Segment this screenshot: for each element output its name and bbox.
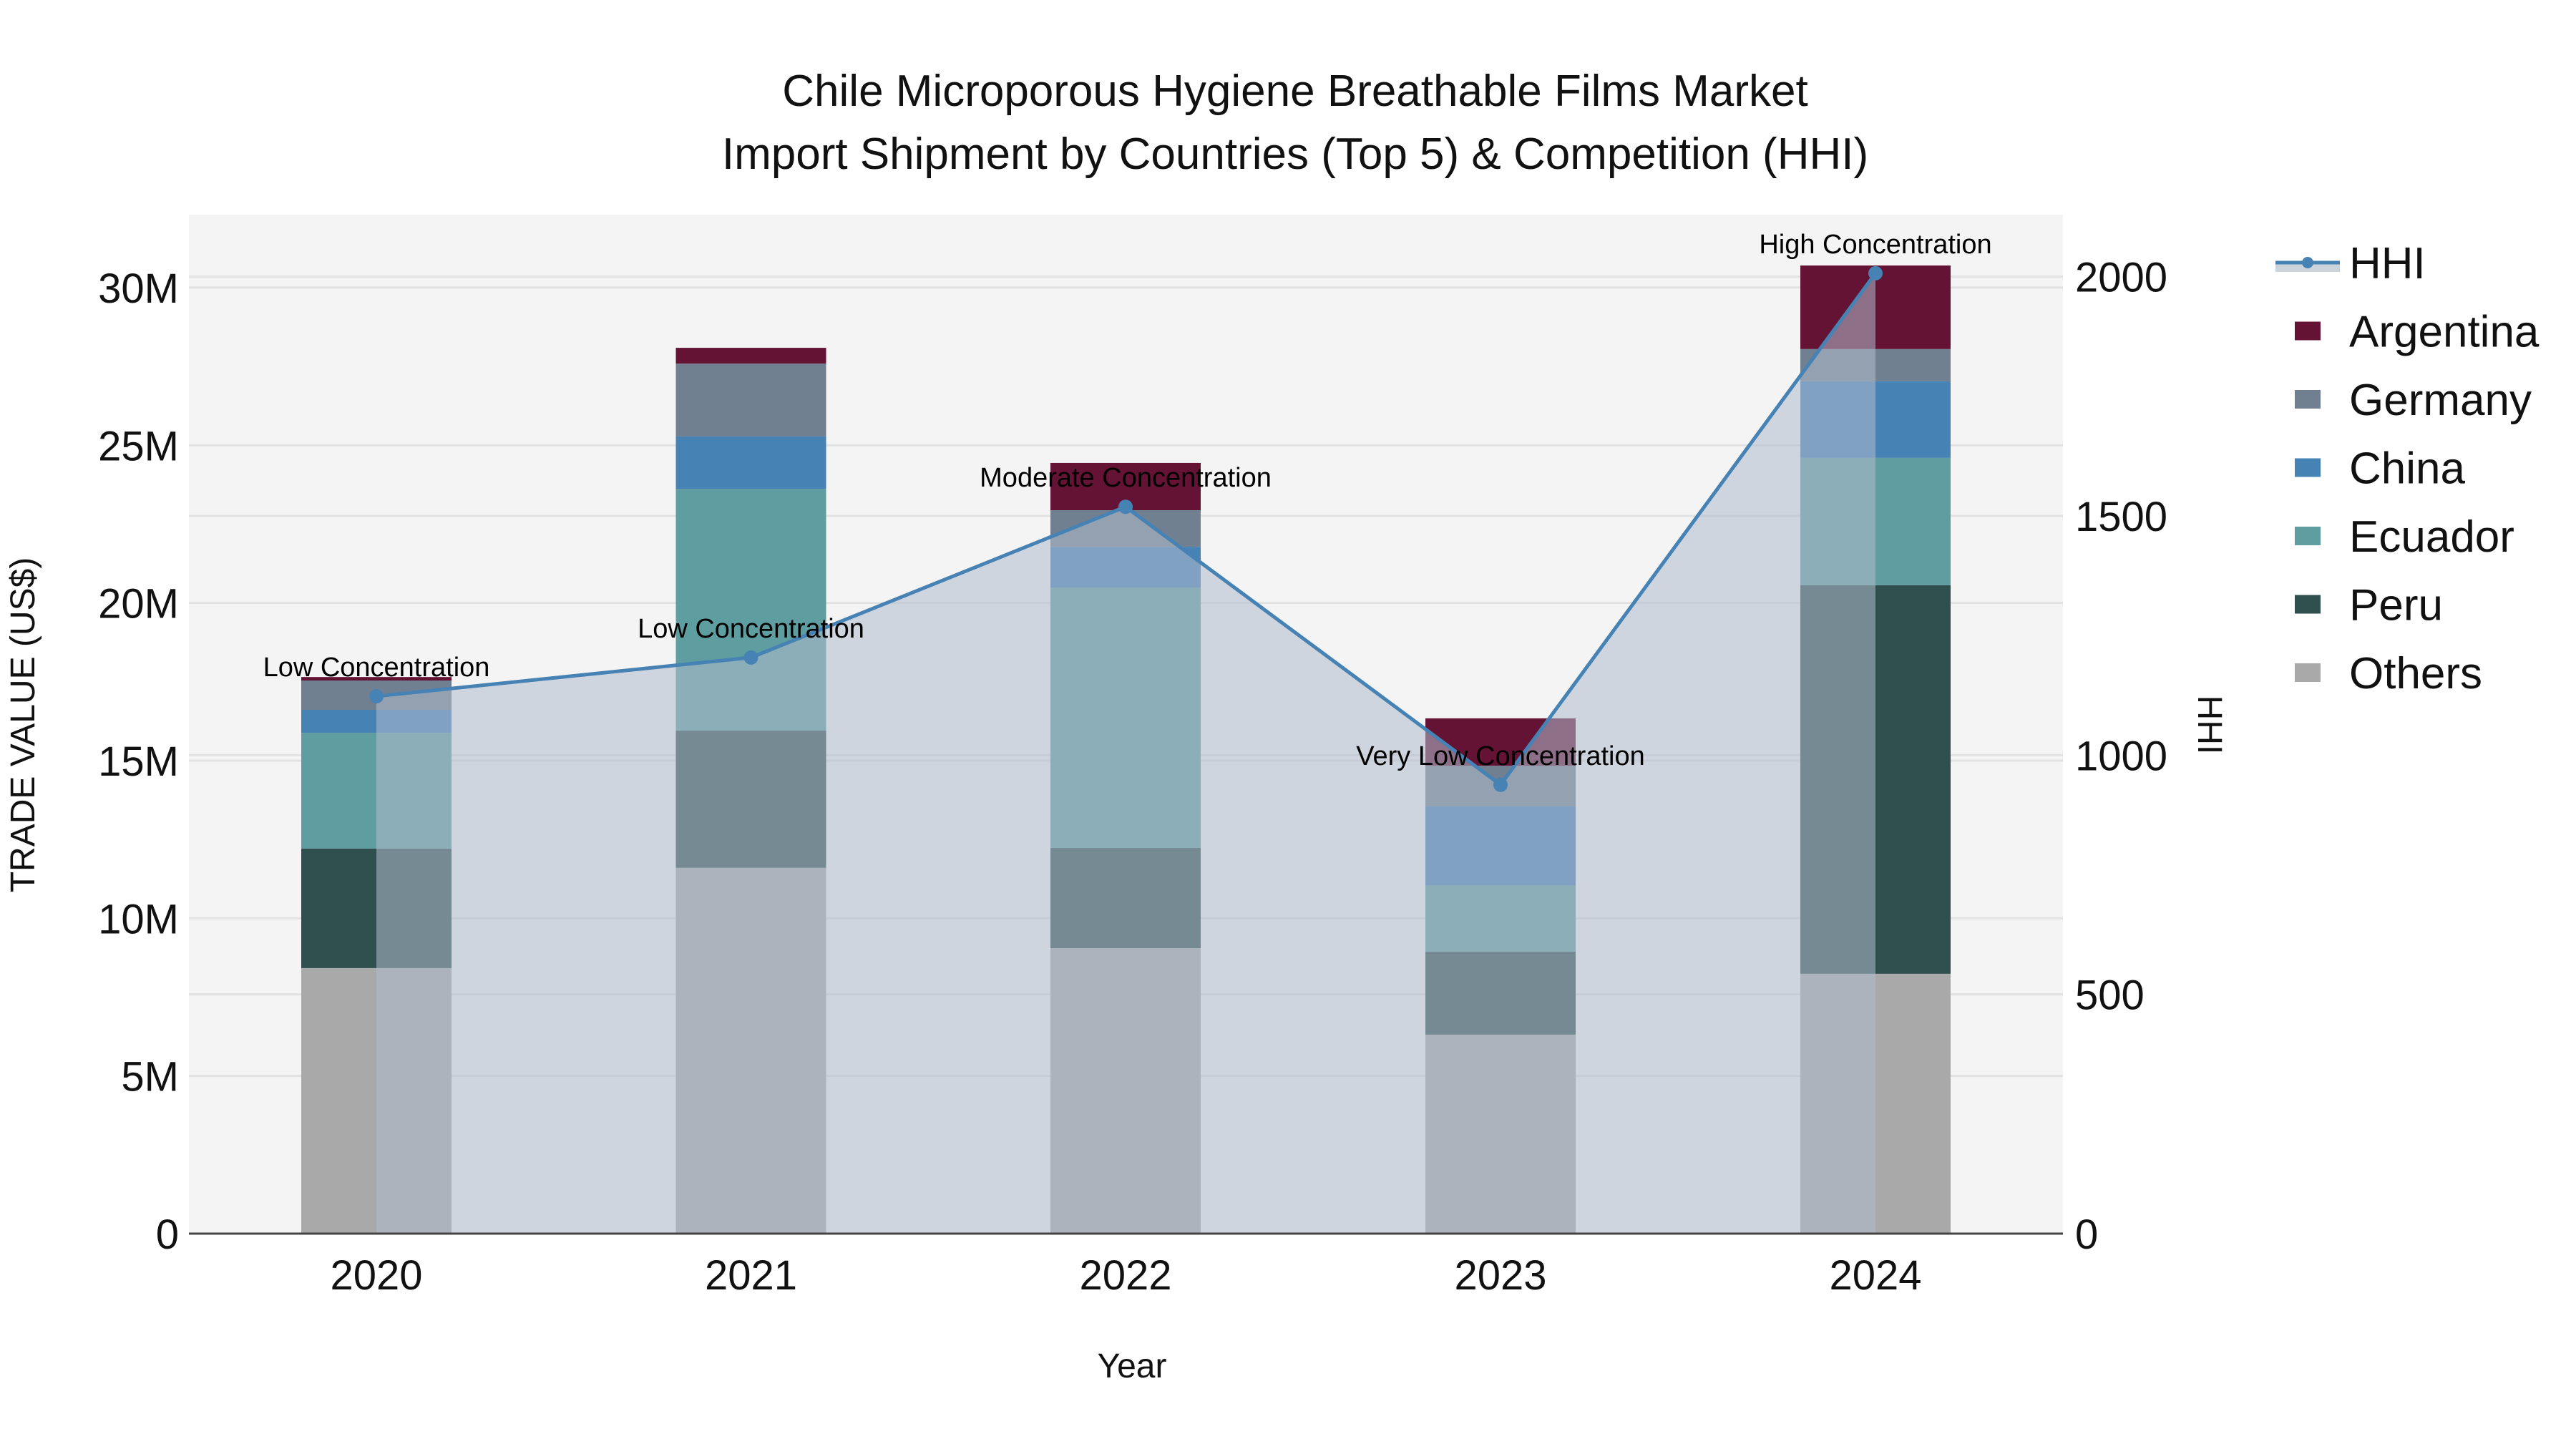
y-right-tick: 1000 [2075,733,2167,779]
hhi-point-2020 [369,689,384,704]
y-left-tick: 20M [98,581,179,628]
legend-label: Others [2349,649,2482,698]
legend-item-argentina[interactable]: Argentina [2295,308,2540,357]
y-left-tick: 15M [98,738,179,785]
legend-label: China [2349,444,2466,494]
x-tick-2022: 2022 [1079,1252,1171,1299]
legend-item-peru[interactable]: Peru [2295,581,2443,630]
hhi-area-fill [376,273,1875,1234]
y-axis-right-ticks: 0 500 1000 1500 2000 [2075,255,2167,1258]
legend-item-hhi[interactable]: HHI [2275,239,2426,288]
chart-title-line-2: Import Shipment by Countries (Top 5) & C… [722,130,1868,179]
y-left-tick: 5M [121,1054,179,1101]
legend-label: Argentina [2349,308,2540,357]
y-left-tick: 25M [98,423,179,469]
y-axis-left-title: TRADE VALUE (US$) [4,557,42,893]
annotation-2021: Low Concentration [638,614,864,644]
legend-color-swatch [2295,663,2321,682]
legend-item-others[interactable]: Others [2295,649,2482,698]
y-axis-left-ticks: 0 5M 10M 15M 20M 25M 30M [98,265,179,1258]
y-axis-right-title: HHI [2190,696,2228,755]
legend-item-germany[interactable]: Germany [2295,376,2532,425]
legend-color-swatch [2295,390,2321,409]
legend-label: Germany [2349,376,2532,425]
legend-label: Peru [2349,581,2443,630]
x-axis-title: Year [1098,1347,1167,1385]
annotation-2024: High Concentration [1759,230,1991,260]
x-tick-2023: 2023 [1454,1252,1546,1299]
y-left-tick: 0 [156,1211,179,1258]
hhi-point-2021 [743,650,758,665]
concentration-annotations: Low Concentration Low Concentration Modera… [263,230,1992,771]
annotation-2023: Very Low Concentration [1356,741,1644,771]
y-right-tick: 0 [2075,1211,2098,1258]
bar-segment-germany [675,364,826,436]
legend-color-swatch [2295,527,2321,545]
x-tick-2021: 2021 [705,1252,797,1299]
hhi-point-2023 [1493,777,1508,792]
y-right-tick: 500 [2075,972,2145,1019]
y-left-tick: 10M [98,896,179,942]
legend-label: Ecuador [2349,512,2514,562]
hhi-point-2022 [1118,499,1133,514]
annotation-2022: Moderate Concentration [980,463,1272,493]
bar-segment-argentina [675,348,826,364]
bar-segment-argentina [301,677,452,681]
legend-color-swatch [2295,321,2321,341]
y-right-tick: 2000 [2075,255,2167,301]
legend-item-china[interactable]: China [2295,444,2466,494]
x-axis-ticks: 2020 2021 2022 2023 2024 [330,1252,1921,1299]
legend: HHI Argentina Germany China Ecuador Peru Other… [2275,239,2540,698]
x-tick-2024: 2024 [1829,1252,1921,1299]
legend-color-swatch [2295,595,2321,614]
y-left-tick: 30M [98,265,179,312]
legend-item-ecuador[interactable]: Ecuador [2295,512,2514,562]
y-right-tick: 1500 [2075,494,2167,540]
chart-title-line-1: Chile Microporous Hygiene Breathable Fil… [782,67,1807,116]
hhi-markers [369,265,1883,792]
legend-marker-icon [2302,257,2313,268]
x-tick-2020: 2020 [330,1252,422,1299]
legend-color-swatch [2295,458,2321,477]
hhi-point-2024 [1868,265,1883,280]
legend-label: HHI [2349,239,2426,288]
bar-segment-china [675,436,826,489]
annotation-2020: Low Concentration [263,653,490,683]
